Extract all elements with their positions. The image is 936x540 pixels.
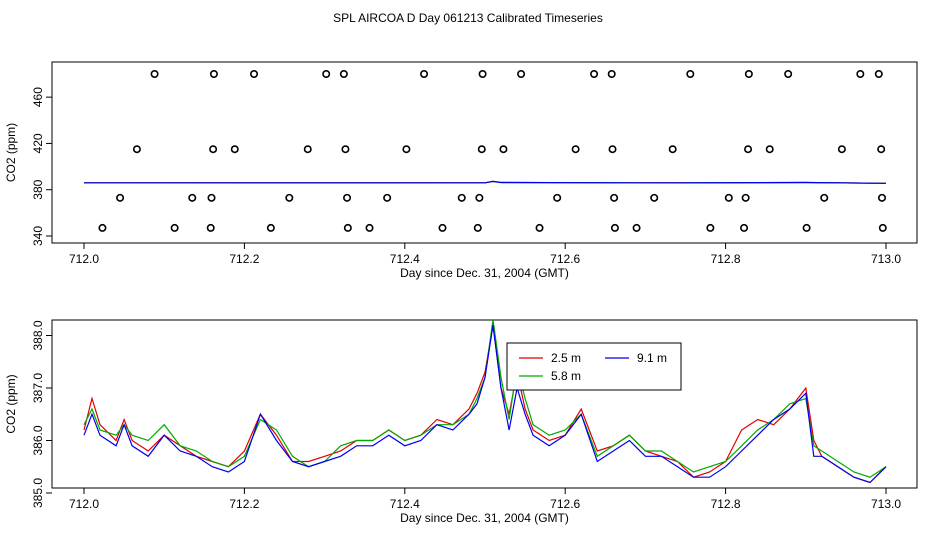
flag-marker [475, 193, 484, 202]
legend-label: 9.1 m [637, 351, 667, 365]
flag-marker [740, 223, 749, 232]
flag-marker [706, 223, 715, 232]
flag-marker [878, 223, 887, 232]
y-tick-label: 380 [31, 179, 45, 199]
x-tick-label: 713.0 [871, 252, 901, 266]
x-tick-label: 712.6 [550, 497, 580, 511]
flag-marker [877, 145, 886, 154]
x-tick-label: 712.6 [550, 252, 580, 266]
figure-title: SPL AIRCOA D Day 061213 Calibrated Times… [333, 11, 603, 25]
flag-marker [765, 145, 774, 154]
flag-marker [744, 70, 753, 79]
y-tick-label: 387.0 [31, 373, 45, 403]
legend-label: 2.5 m [551, 351, 581, 365]
flag-marker [610, 223, 619, 232]
flag-marker [365, 223, 374, 232]
x-tick-label: 712.0 [69, 497, 99, 511]
flag-marker [188, 193, 197, 202]
flag-marker [343, 193, 352, 202]
x-tick-label: 712.8 [711, 252, 741, 266]
top-panel: 712.0 712.2 712.4 712.6 712.8 713.0 Day since … [4, 61, 918, 280]
flag-marker [874, 70, 883, 79]
y-tick-label: 340 [31, 226, 45, 246]
flag-marker [686, 70, 695, 79]
y-axis-label: CO2 (ppm) [4, 123, 18, 182]
flag-marker [473, 223, 482, 232]
flag-marker [744, 145, 753, 154]
series-line-5-8-m [83, 320, 887, 478]
x-axis-label: Day since Dec. 31, 2004 (GMT) [400, 511, 569, 525]
flag-marker [266, 223, 275, 232]
flag-marker [285, 193, 294, 202]
legend-box [506, 342, 682, 391]
flag-marker [209, 70, 218, 79]
flag-marker [608, 145, 617, 154]
flag-marker [499, 145, 508, 154]
x-tick-label: 712.2 [229, 252, 259, 266]
x-tick-label: 712.8 [711, 497, 741, 511]
plot-frame [51, 61, 918, 244]
flag-marker [322, 70, 331, 79]
flag-marker [339, 70, 348, 79]
flag-marker [837, 145, 846, 154]
flag-marker [477, 145, 486, 154]
plot-frame [51, 319, 918, 489]
flag-marker [802, 223, 811, 232]
flag-marker [668, 145, 677, 154]
flag-marker [457, 193, 466, 202]
flag-marker [607, 70, 616, 79]
flag-marker [230, 145, 239, 154]
flag-marker [820, 193, 829, 202]
flag-marker [383, 193, 392, 202]
flag-marker [341, 145, 350, 154]
flag-marker [632, 223, 641, 232]
flag-marker [170, 223, 179, 232]
series-line-9-1-m [83, 324, 887, 484]
flag-marker [438, 223, 447, 232]
y-tick-label: 388.0 [31, 320, 45, 350]
flag-marker [856, 70, 865, 79]
flag-marker [98, 223, 107, 232]
flag-marker [209, 145, 218, 154]
flag-marker [517, 70, 526, 79]
y-axis-label: CO2 (ppm) [4, 374, 18, 433]
legend-label: 5.8 m [551, 369, 581, 383]
y-tick-label: 460 [31, 87, 45, 107]
y-tick-label: 420 [31, 133, 45, 153]
flag-marker [610, 193, 619, 202]
flag-marker [303, 145, 312, 154]
x-tick-label: 712.0 [69, 252, 99, 266]
flag-marker [420, 70, 429, 79]
x-tick-label: 712.2 [229, 497, 259, 511]
flag-marker [132, 145, 141, 154]
flag-marker [784, 70, 793, 79]
x-tick-label: 712.4 [390, 497, 420, 511]
flag-marker [724, 193, 733, 202]
flag-marker [116, 193, 125, 202]
y-tick-label: 386.0 [31, 425, 45, 455]
flag-marker [650, 193, 659, 202]
flag-marker [207, 193, 216, 202]
series-line-9-1-m [83, 180, 887, 184]
flag-marker [478, 70, 487, 79]
flag-marker [150, 70, 159, 79]
series-line-2-5-m [83, 324, 887, 484]
x-tick-label: 712.4 [390, 252, 420, 266]
flag-marker [343, 223, 352, 232]
flag-marker [877, 193, 886, 202]
y-tick-label: 385.0 [31, 478, 45, 508]
flag-marker [206, 223, 215, 232]
bottom-panel: 712.0 712.2 712.4 712.6 712.8 713.0 Day since … [4, 319, 918, 525]
x-tick-label: 713.0 [871, 497, 901, 511]
flag-marker [741, 193, 750, 202]
legend: 2.5 m 5.8 m 9.1 m [506, 342, 682, 391]
flag-marker [590, 70, 599, 79]
flag-marker [553, 193, 562, 202]
flag-marker [571, 145, 580, 154]
flag-marker [402, 145, 411, 154]
flag-marker [250, 70, 259, 79]
flag-marker [535, 223, 544, 232]
x-axis-label: Day since Dec. 31, 2004 (GMT) [400, 266, 569, 280]
